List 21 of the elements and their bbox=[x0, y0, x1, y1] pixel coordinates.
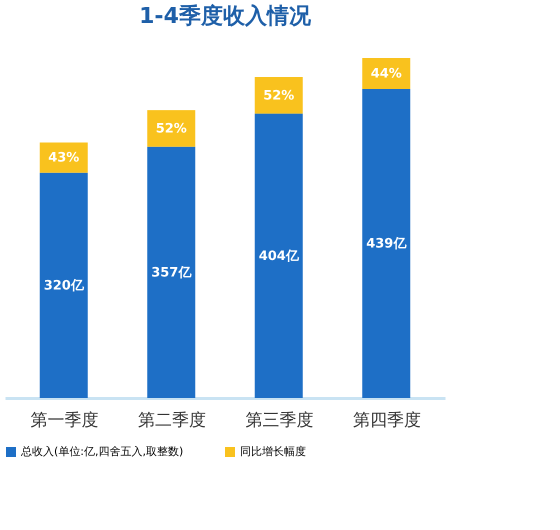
data-label: 357亿 bbox=[151, 265, 192, 280]
data-label: 320亿 bbox=[44, 278, 85, 294]
legend-label: 同比增长幅度 bbox=[240, 445, 306, 458]
bar bbox=[254, 77, 303, 114]
data-label: 439亿 bbox=[366, 236, 408, 252]
x-tick-label: 第一季度 bbox=[30, 410, 98, 430]
data-label: 52% bbox=[263, 88, 294, 104]
bar bbox=[147, 110, 196, 147]
legend-label: 总收入(单位:亿,四舍五入,取整数) bbox=[20, 445, 184, 458]
bar bbox=[362, 88, 410, 398]
bar bbox=[40, 172, 88, 398]
x-tick-label: 第三季度 bbox=[245, 410, 314, 430]
data-label: 43% bbox=[48, 150, 80, 166]
data-label: 44% bbox=[370, 66, 402, 82]
bar bbox=[147, 146, 196, 398]
data-label: 52% bbox=[156, 121, 187, 136]
chart-title: 1-4季度收入情况 bbox=[139, 3, 312, 29]
x-tick-label: 第四季度 bbox=[352, 410, 421, 430]
data-label: 404亿 bbox=[258, 248, 300, 264]
bar bbox=[254, 114, 303, 398]
x-tick-label: 第二季度 bbox=[138, 410, 206, 430]
